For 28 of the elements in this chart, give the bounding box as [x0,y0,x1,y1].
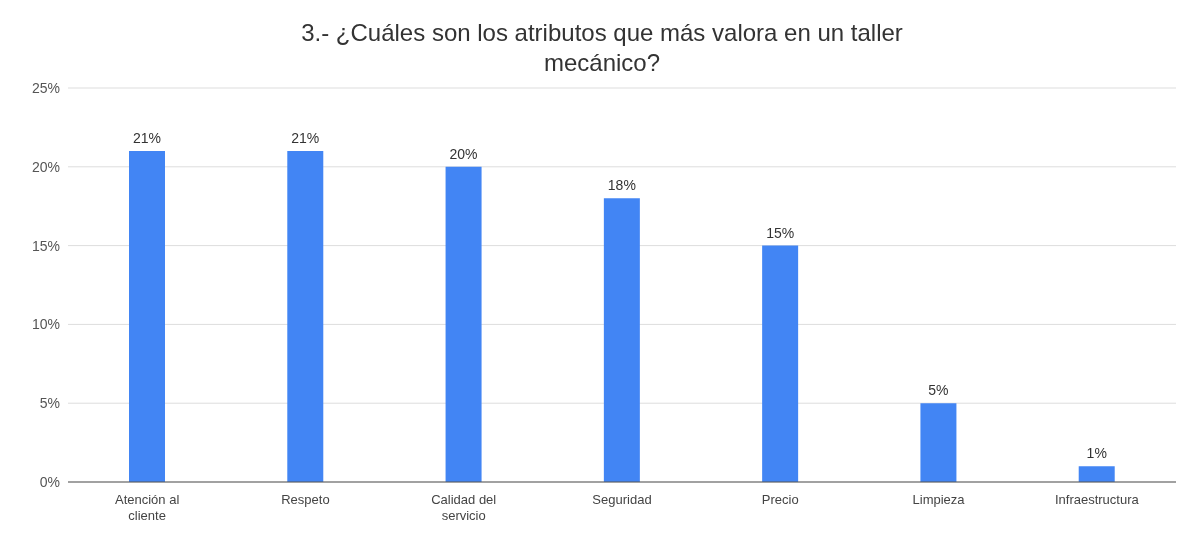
x-tick-label: Respeto [281,492,330,507]
bar [603,198,640,482]
data-label: 21% [132,130,162,147]
y-tick-label: 25% [31,79,60,96]
y-tick-label: 0% [39,473,60,490]
data-label: 21% [291,130,320,147]
bar [129,151,165,482]
x-tick-label: Seguridad [592,492,652,507]
bar [1078,466,1115,482]
bar [287,151,324,482]
data-label: 20% [449,145,478,162]
x-tick-label: Atención al cliente [114,492,180,523]
x-tick-label: Calidad del servicio [431,492,497,523]
data-label: 15% [766,224,795,241]
bar [920,403,957,482]
data-label: 1% [1086,445,1107,462]
data-label: 18% [607,177,636,194]
data-label: 5% [928,382,949,399]
bar [762,245,799,482]
chart-title: 3.- ¿Cuáles son los atributos que más valora en un taller mecánico? [300,18,904,78]
y-tick-label: 5% [39,395,60,412]
bar [445,166,482,482]
x-tick-label: Limpieza [912,492,966,507]
y-tick-label: 20% [31,158,60,175]
x-tick-label: Precio [761,492,799,507]
x-tick-label: Infraestructura [1054,492,1140,507]
y-tick-label: 15% [31,237,60,254]
y-tick-label: 10% [31,316,60,333]
